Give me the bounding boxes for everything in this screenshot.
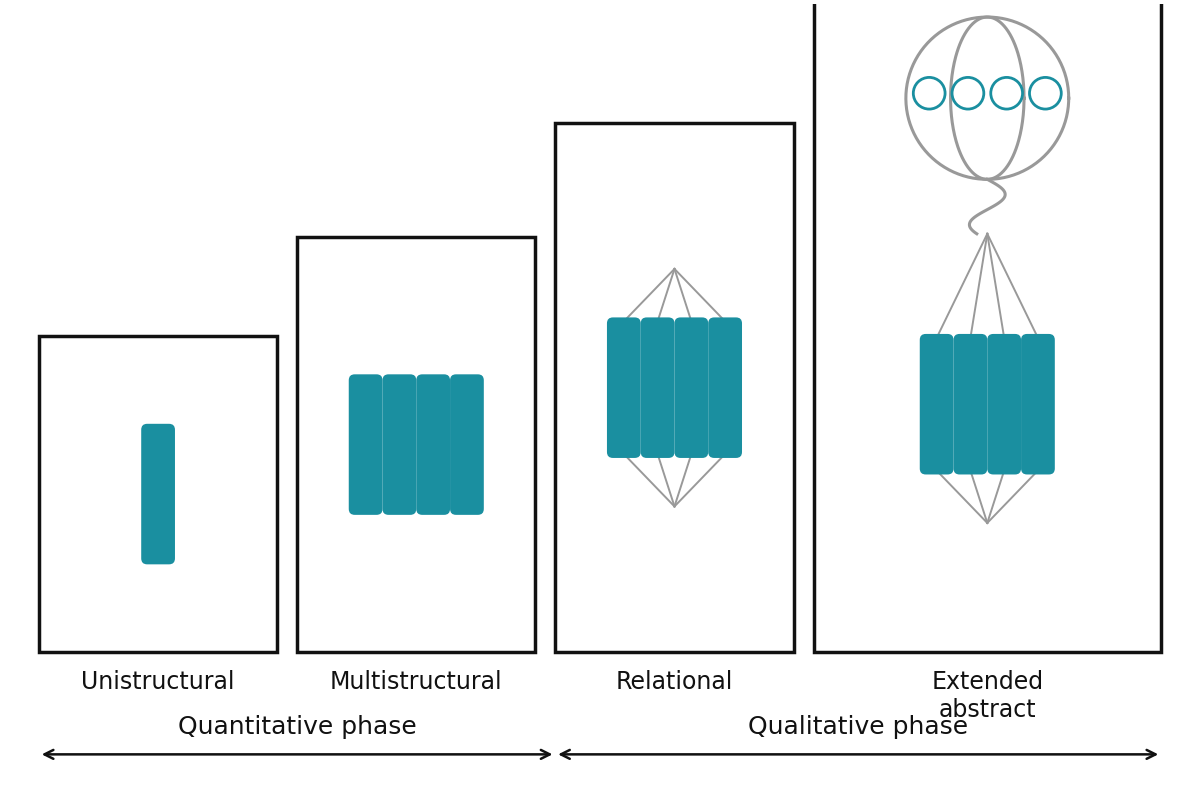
FancyBboxPatch shape	[450, 374, 484, 515]
Text: Relational: Relational	[616, 670, 733, 694]
Text: Multistructural: Multistructural	[330, 670, 503, 694]
Bar	[298, 237, 535, 652]
Text: Extended
abstract: Extended abstract	[931, 670, 1043, 722]
Text: Quantitative phase: Quantitative phase	[178, 714, 416, 739]
FancyBboxPatch shape	[919, 334, 954, 475]
FancyBboxPatch shape	[142, 424, 175, 565]
FancyBboxPatch shape	[607, 318, 641, 458]
FancyBboxPatch shape	[708, 318, 742, 458]
FancyBboxPatch shape	[988, 334, 1021, 475]
Bar	[38, 335, 277, 652]
FancyBboxPatch shape	[954, 334, 988, 475]
Text: Qualitative phase: Qualitative phase	[748, 714, 968, 739]
FancyBboxPatch shape	[416, 374, 450, 515]
FancyBboxPatch shape	[674, 318, 708, 458]
Text: Unistructural: Unistructural	[82, 670, 235, 694]
FancyBboxPatch shape	[349, 374, 383, 515]
Bar	[814, 0, 1162, 652]
FancyBboxPatch shape	[1021, 334, 1055, 475]
Bar	[556, 123, 793, 652]
FancyBboxPatch shape	[383, 374, 416, 515]
FancyBboxPatch shape	[641, 318, 674, 458]
